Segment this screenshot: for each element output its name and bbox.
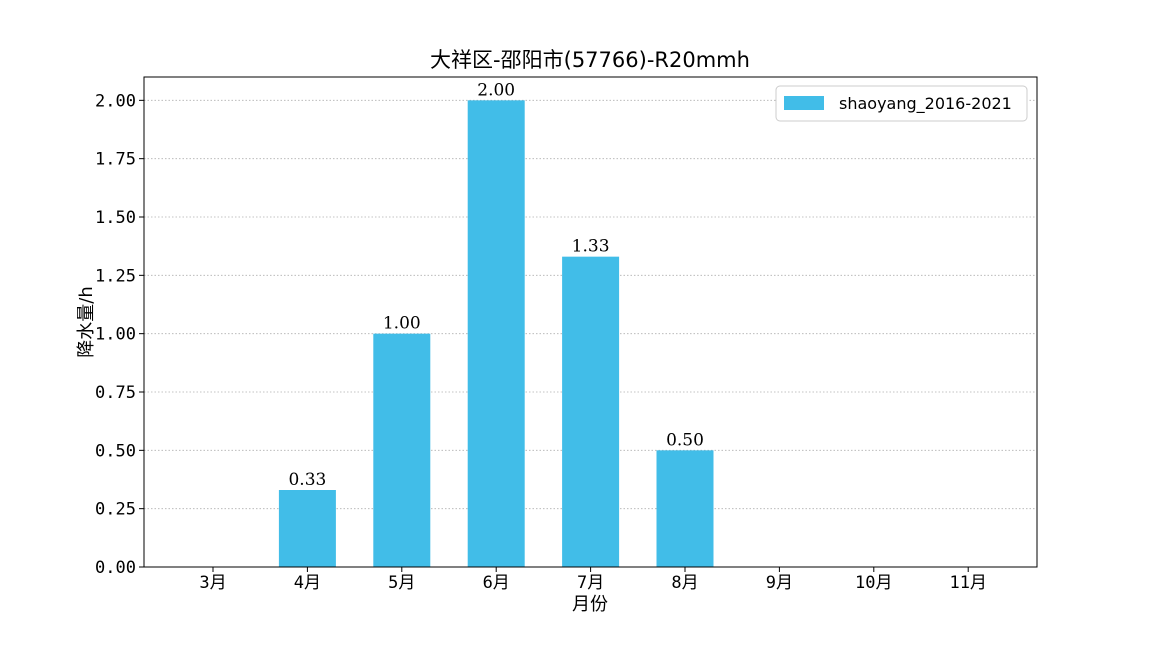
x-tick-label: 9月 [766, 573, 793, 593]
x-axis-ticks: 3月 4月 5月 6月 7月 8月 9月 10月 11月 [199, 567, 987, 593]
y-tick-label: 1.50 [95, 208, 136, 228]
bar-6月 [467, 100, 525, 567]
y-tick-label: 0.25 [95, 500, 136, 520]
x-tick-label: 10月 [855, 573, 892, 593]
y-tick-label: 0.75 [95, 383, 136, 403]
data-label: 0.33 [288, 470, 326, 490]
y-tick-label: 2.00 [95, 91, 136, 111]
bar-7月 [562, 256, 620, 567]
legend-swatch [784, 96, 824, 110]
data-label: 1.00 [383, 314, 421, 334]
bar-4月 [278, 490, 336, 567]
y-tick-label: 1.00 [95, 325, 136, 345]
legend-label: shaoyang_2016-2021 [839, 94, 1012, 114]
legend-box [775, 85, 1028, 122]
y-tick-label: 0.50 [95, 441, 136, 461]
y-axis-label: 降水量/h [76, 286, 97, 357]
y-tick-label: 1.25 [95, 266, 136, 286]
bar-5月 [373, 333, 431, 567]
x-tick-label: 5月 [388, 573, 415, 593]
x-tick-label: 3月 [199, 573, 226, 593]
legend: shaoyang_2016-2021 [775, 85, 1028, 122]
x-tick-label: 8月 [671, 573, 698, 593]
x-tick-label: 6月 [483, 573, 510, 593]
y-tick-label: 0.00 [95, 558, 136, 578]
data-label: 0.50 [666, 430, 704, 450]
data-label: 1.33 [572, 237, 610, 257]
x-tick-label: 11月 [949, 573, 986, 593]
data-labels: 0.33 1.00 2.00 1.33 0.50 [288, 80, 703, 490]
x-tick-label: 7月 [577, 573, 604, 593]
x-axis-label: 月份 [572, 594, 608, 615]
x-tick-label: 4月 [294, 573, 321, 593]
chart-title: 大祥区-邵阳市(57766)-R20mmh [430, 48, 750, 72]
bar-8月 [656, 450, 714, 567]
data-label: 2.00 [477, 80, 515, 100]
y-tick-label: 1.75 [95, 150, 136, 170]
y-axis-ticks: 0.00 0.25 0.50 0.75 1.00 1.25 1.50 1.75 2.00 [95, 91, 144, 578]
bars [278, 100, 714, 567]
